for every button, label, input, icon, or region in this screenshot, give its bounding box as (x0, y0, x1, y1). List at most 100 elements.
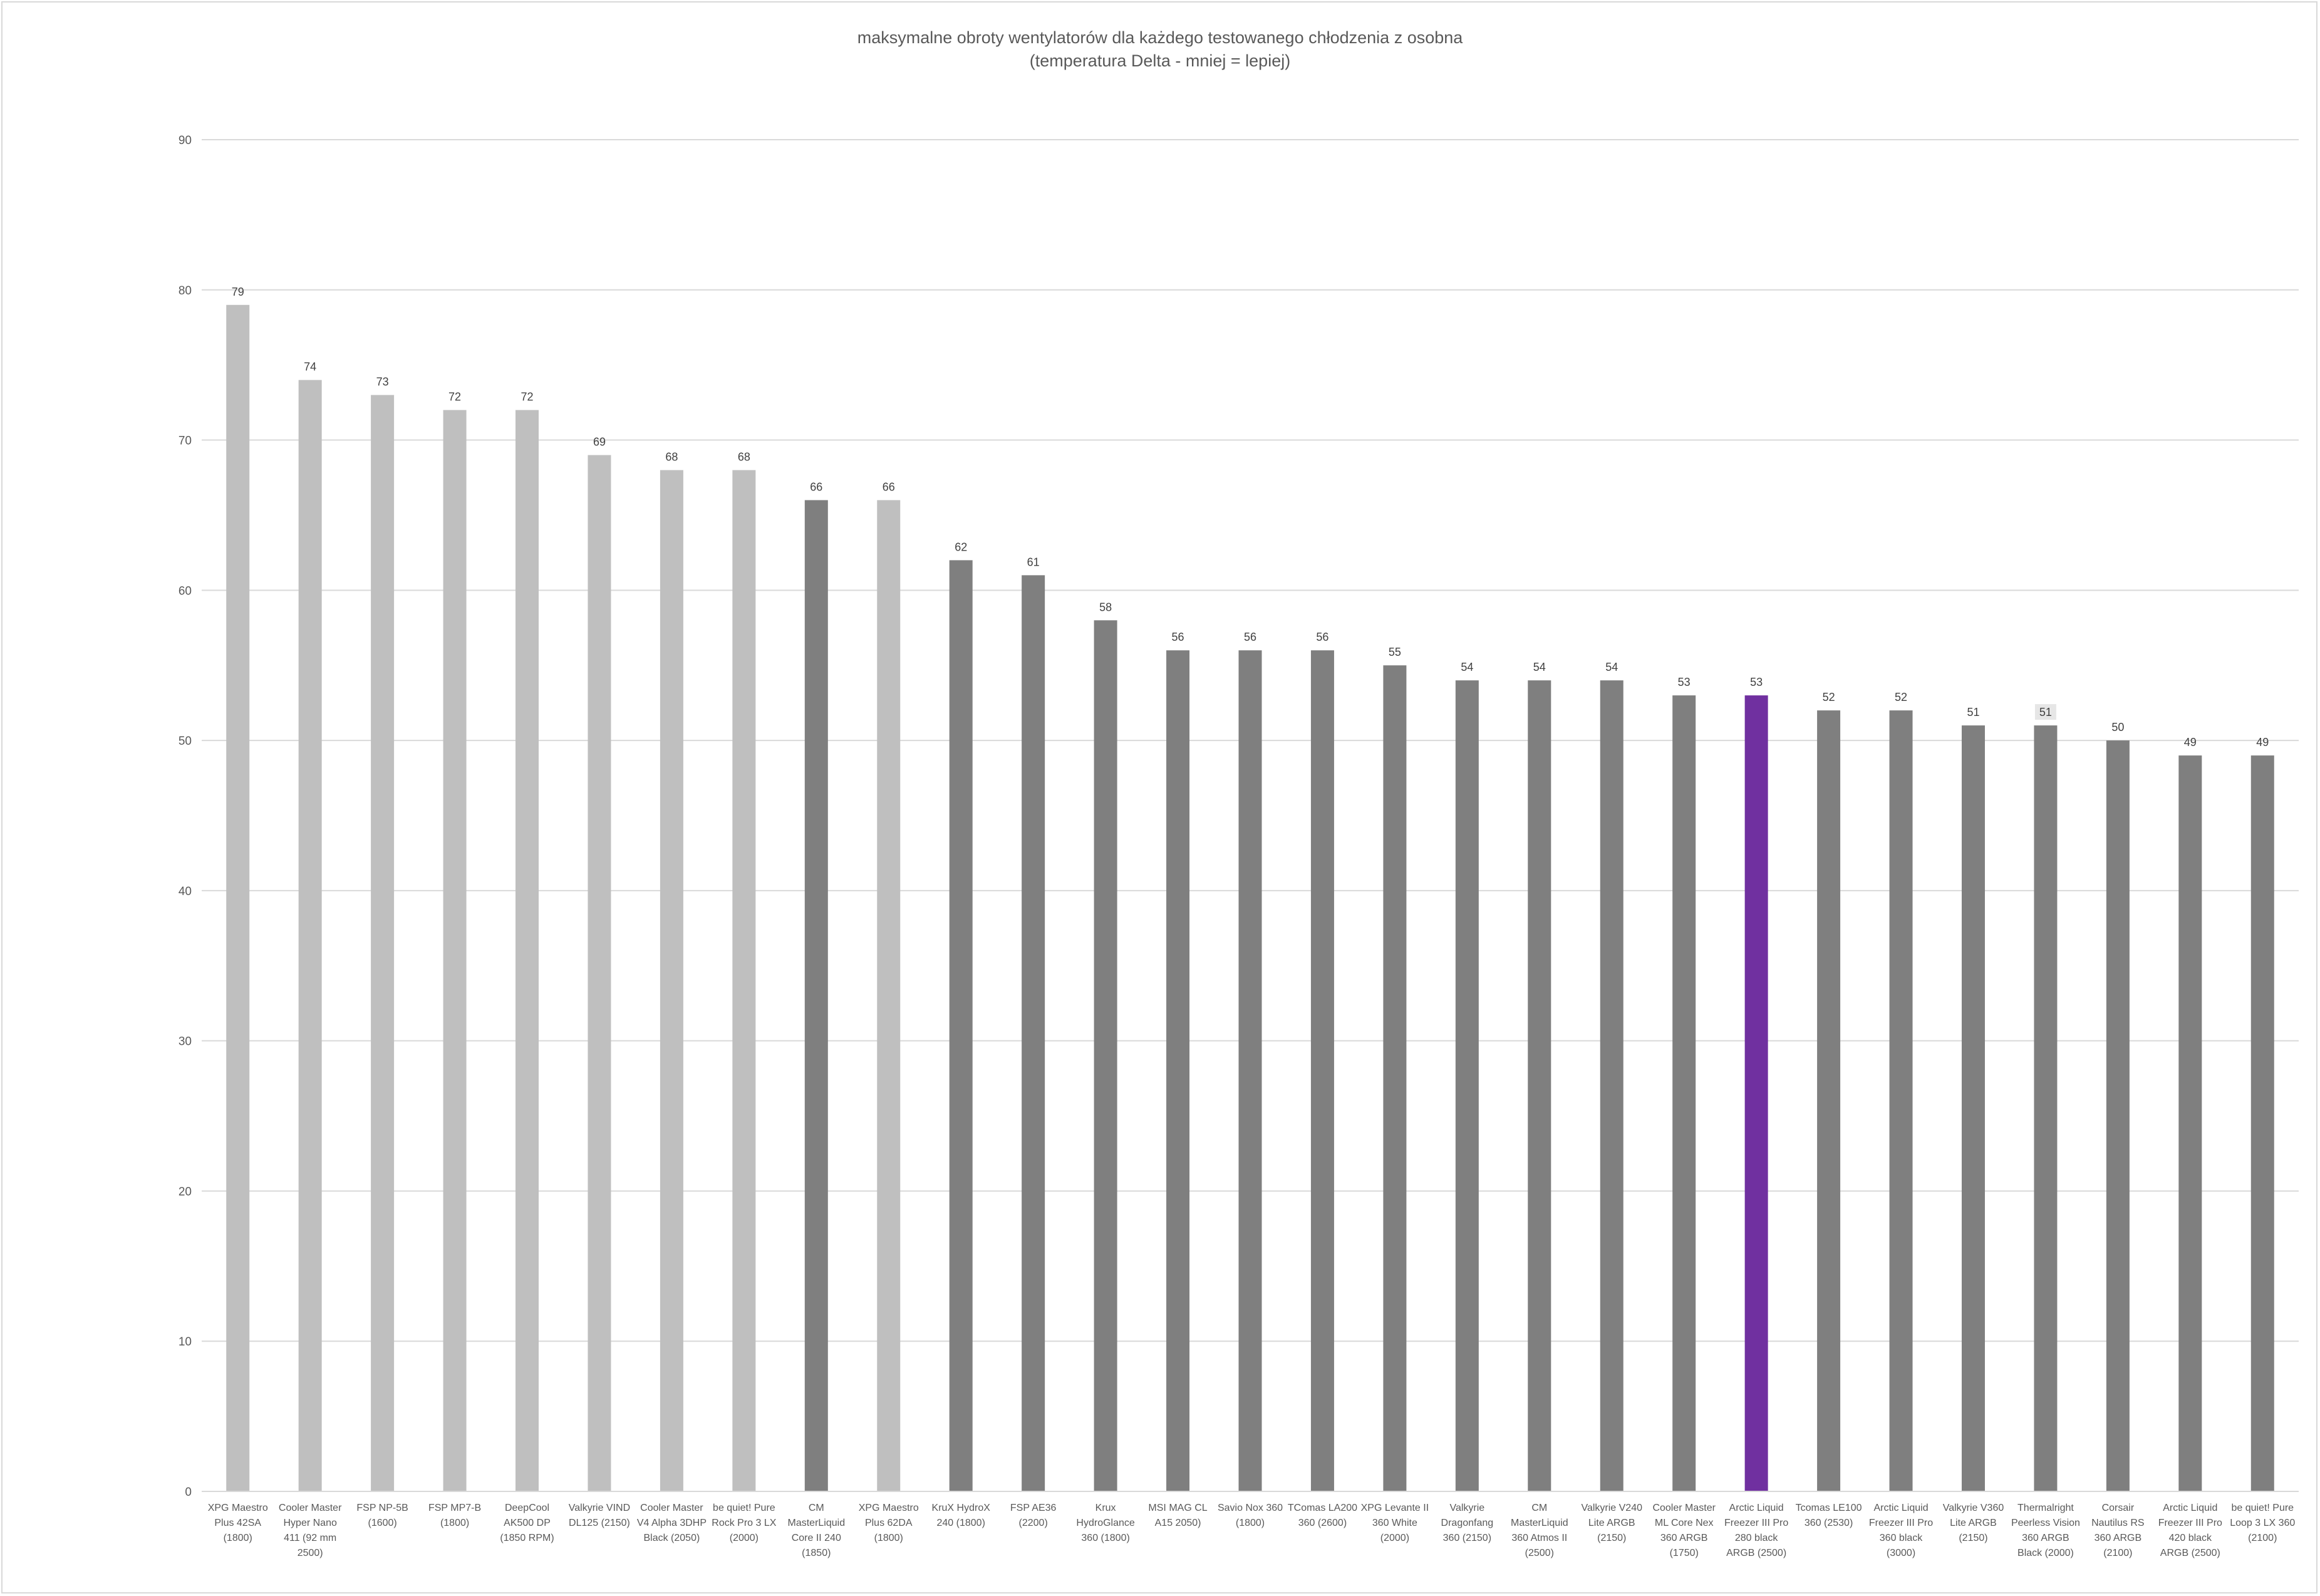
bar (1022, 575, 1045, 1492)
category-label: Valkyrie VIND DL125 (2150) (569, 1503, 630, 1528)
category-label: KruX HydroX 240 (1800) (932, 1503, 991, 1528)
data-label: 49 (2184, 736, 2197, 749)
data-label: 56 (1172, 631, 1184, 643)
y-tick-label: 30 (179, 1035, 192, 1049)
data-label: 79 (232, 286, 244, 298)
data-label: 72 (521, 391, 534, 403)
bar (949, 560, 973, 1491)
y-tick-label: 90 (179, 134, 192, 147)
bar (443, 410, 467, 1491)
category-label: Arctic Liquid Freezer III Pro 280 black ARG… (1724, 1503, 1788, 1558)
category-label: Arctic Liquid Freezer III Pro 360 black (30… (1869, 1503, 1933, 1558)
bar (2106, 740, 2130, 1491)
bar (2178, 755, 2202, 1491)
category-label: Thermalright Peerless Vision 360 ARGB Black… (2011, 1503, 2080, 1558)
y-tick-label: 40 (179, 885, 192, 898)
category-label: Tcomas LE100 360 (2530) (1796, 1503, 1862, 1528)
category-label: FSP AE36 (2200) (1010, 1503, 1057, 1528)
category-label: XPG Maestro Plus 62DA (1800) (859, 1503, 919, 1543)
bar (588, 455, 611, 1491)
data-label: 68 (665, 451, 678, 464)
data-label: 56 (1316, 631, 1328, 643)
category-label: Cooler Master ML Core Nex 360 ARGB (1750) (1652, 1503, 1716, 1558)
y-tick-label: 60 (179, 584, 192, 598)
category-label: TComas LA200 360 (2600) (1288, 1503, 1357, 1528)
category-label: XPG Maestro Plus 42SA (1800) (208, 1503, 268, 1543)
category-label: CM MasterLiquid 360 Atmos II (2500) (1511, 1503, 1568, 1558)
category-label: Krux HydroGlance 360 (1800) (1076, 1503, 1134, 1543)
data-label: 72 (448, 391, 461, 403)
bar (1383, 665, 1407, 1491)
y-tick-label: 0 (185, 1486, 192, 1499)
category-label: Valkyrie V360 Lite ARGB (2150) (1943, 1503, 2004, 1543)
category-label: Corsair Nautilus RS 360 ARGB (2100) (2091, 1503, 2144, 1558)
bar (1094, 620, 1117, 1492)
data-label: 73 (376, 376, 389, 388)
data-label: 62 (955, 541, 967, 553)
data-label: 52 (1823, 691, 1835, 703)
bar (732, 470, 756, 1491)
bar (1889, 710, 1913, 1491)
data-label: 54 (1461, 661, 1473, 673)
category-label: Arctic Liquid Freezer III Pro 420 black ARG… (2158, 1503, 2222, 1558)
data-label: 52 (1895, 691, 1907, 703)
y-tick-label: 80 (179, 284, 192, 298)
y-tick-label: 70 (179, 435, 192, 448)
data-label-highlight (2034, 704, 2056, 720)
category-label: Valkyrie Dragonfang 360 (2150) (1441, 1503, 1494, 1543)
category-label: be quiet! Pure Rock Pro 3 LX (2000) (712, 1503, 776, 1543)
data-label: 56 (1244, 631, 1256, 643)
category-label: MSI MAG CL A15 2050) (1148, 1503, 1207, 1528)
bar (804, 500, 828, 1491)
category-label: Valkyrie V240 Lite ARGB (2150) (1581, 1503, 1642, 1543)
bar (1817, 710, 1841, 1491)
data-label: 54 (1605, 661, 1618, 673)
bar (515, 410, 539, 1491)
category-label: FSP NP-5B (1600) (356, 1503, 408, 1528)
category-label: DeepCool AK500 DP (1850 RPM) (500, 1503, 554, 1543)
data-label: 51 (1967, 706, 1979, 718)
chart-title: maksymalne obroty wentylatorów dla każde… (857, 28, 1463, 47)
y-tick-label: 10 (179, 1335, 192, 1349)
bar (298, 380, 322, 1491)
data-label: 50 (2111, 721, 2124, 733)
data-label: 54 (1533, 661, 1546, 673)
data-label: 66 (883, 480, 895, 493)
bar (2034, 725, 2058, 1491)
bar (371, 395, 395, 1491)
bar (1744, 695, 1768, 1491)
chart-title-block: maksymalne obroty wentylatorów dla każde… (0, 26, 2320, 73)
data-label: 66 (810, 480, 822, 493)
data-label: 74 (304, 361, 316, 373)
bar (877, 500, 901, 1491)
bar (2250, 755, 2274, 1491)
bar (1961, 725, 1985, 1491)
data-label: 49 (2256, 736, 2269, 749)
category-label: CM MasterLiquid Core II 240 (1850) (788, 1503, 846, 1558)
bar (1528, 680, 1551, 1491)
data-label: 51 (2039, 706, 2052, 718)
chart-subtitle: (temperatura Delta - mniej = lepiej) (1029, 51, 1291, 70)
data-label: 53 (1678, 676, 1691, 688)
data-label: 61 (1027, 556, 1040, 568)
bar (1672, 695, 1696, 1491)
category-label: Cooler Master Hyper Nano 411 (92 mm 2500) (279, 1503, 342, 1558)
bar (1310, 650, 1334, 1491)
bar (226, 304, 250, 1491)
bar (660, 470, 683, 1491)
bar (1600, 680, 1623, 1491)
category-label: XPG Levante II 360 White (2000) (1361, 1503, 1429, 1543)
bar (1455, 680, 1479, 1491)
data-label: 55 (1389, 646, 1401, 658)
y-tick-label: 20 (179, 1185, 192, 1198)
category-label: FSP MP7-B (1800) (428, 1503, 481, 1528)
data-label: 53 (1750, 676, 1763, 688)
data-label: 68 (738, 451, 750, 464)
category-label: Savio Nox 360 (1800) (1218, 1503, 1283, 1528)
data-label: 69 (593, 436, 606, 448)
category-label: be quiet! Pure Loop 3 LX 360 (2100) (2230, 1503, 2295, 1543)
category-label: Cooler Master V4 Alpha 3DHP Black (2050) (637, 1503, 707, 1543)
data-label: 58 (1099, 601, 1112, 613)
